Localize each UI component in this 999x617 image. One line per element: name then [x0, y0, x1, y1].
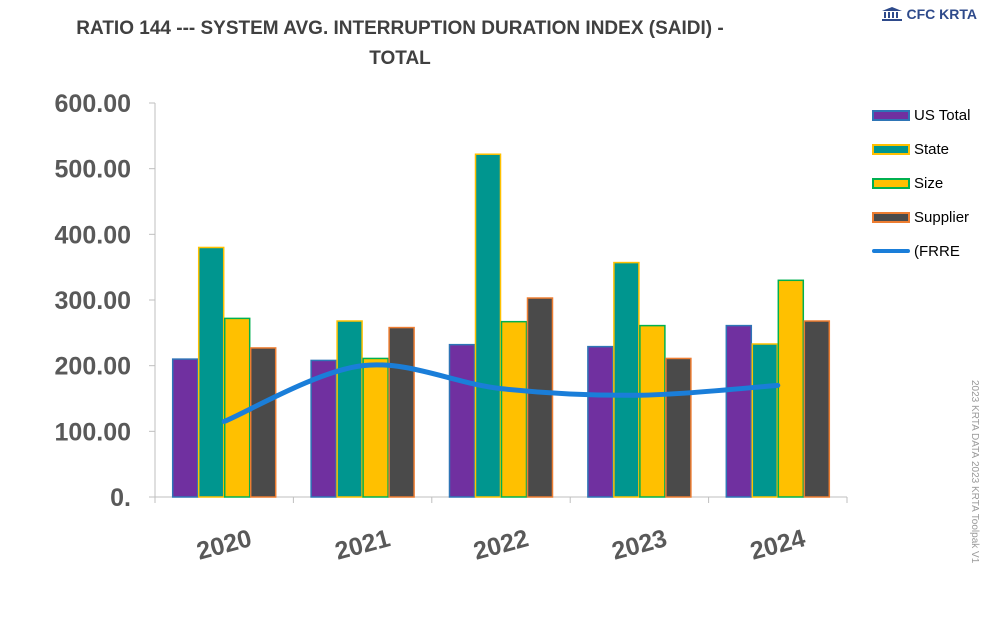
bar-state-2022	[474, 153, 502, 498]
brand-logo: CFC KRTA	[882, 6, 977, 22]
legend-label: Size	[914, 174, 944, 192]
legend-item-us-total: US Total	[872, 98, 997, 132]
legend-swatch	[872, 109, 910, 121]
bar-state-2021	[336, 320, 363, 498]
x-tick-label: 2023	[609, 524, 670, 565]
chart-title: RATIO 144 --- SYSTEM AVG. INTERRUPTION D…	[0, 14, 800, 74]
bar-supplier-2023	[665, 357, 692, 498]
legend-item-supplier: Supplier	[872, 200, 997, 234]
bar-supplier-2022	[526, 297, 554, 498]
line-series--frre	[221, 362, 781, 424]
bar-us-total-2023	[587, 345, 614, 498]
chart-legend: US Total State Size Supplier (FRRE	[872, 98, 997, 268]
legend-swatch	[872, 143, 910, 155]
watermark-text-1: 2023 KRTA DATA	[969, 380, 980, 459]
bar-size-2021	[362, 357, 389, 498]
legend-item-frre: (FRRE	[872, 234, 997, 268]
y-tick-label: 100.00	[55, 418, 131, 446]
bar-us-total-2022	[448, 343, 476, 498]
chart-title-line-2: TOTAL	[369, 48, 431, 69]
bar-us-total-2024	[725, 324, 753, 498]
x-tick-label: 2024	[747, 524, 808, 565]
legend-swatch	[872, 177, 910, 189]
legend-item-size: Size	[872, 166, 997, 200]
bar-us-total-2020	[171, 358, 199, 498]
bar-state-2024	[751, 343, 779, 498]
legend-label: Supplier	[914, 208, 970, 226]
bar-us-total-2021	[310, 359, 337, 498]
bar-supplier-2020	[249, 347, 277, 498]
y-tick-label: 500.00	[55, 156, 131, 184]
bar-size-2020	[223, 317, 251, 498]
watermark-text-2: 2023 KRTA Toolpak V1	[969, 460, 980, 564]
legend-label: US Total	[914, 106, 971, 124]
watermark: 2023 KRTA DATA 2023 KRTA Toolpak V1	[963, 380, 985, 563]
bar-size-2024	[777, 279, 805, 498]
bar-supplier-2021	[388, 326, 415, 498]
bar-size-2022	[500, 320, 528, 498]
y-tick-label: 200.00	[55, 353, 131, 381]
legend-item-state: State	[872, 132, 997, 166]
bank-building-icon	[882, 7, 903, 21]
bar-state-2023	[613, 261, 640, 498]
legend-swatch	[872, 249, 910, 253]
legend-swatch	[872, 211, 910, 223]
y-tick-label: 300.00	[55, 287, 131, 315]
bar-supplier-2024	[803, 320, 831, 498]
chart-title-line-1: RATIO 144 --- SYSTEM AVG. INTERRUPTION D…	[76, 18, 724, 39]
x-tick-label: 2022	[471, 524, 532, 565]
y-tick-label: 0.	[110, 484, 131, 512]
y-tick-label: 400.00	[55, 221, 131, 249]
y-tick-label: 600.00	[55, 90, 131, 118]
bar-state-2020	[197, 246, 225, 498]
x-tick-label: 2020	[194, 524, 255, 565]
legend-label: (FRRE	[914, 242, 960, 260]
bar-size-2023	[639, 324, 666, 498]
legend-label: State	[914, 140, 950, 158]
brand-logo-text: CFC KRTA	[906, 6, 977, 22]
x-tick-label: 2021	[332, 524, 393, 565]
